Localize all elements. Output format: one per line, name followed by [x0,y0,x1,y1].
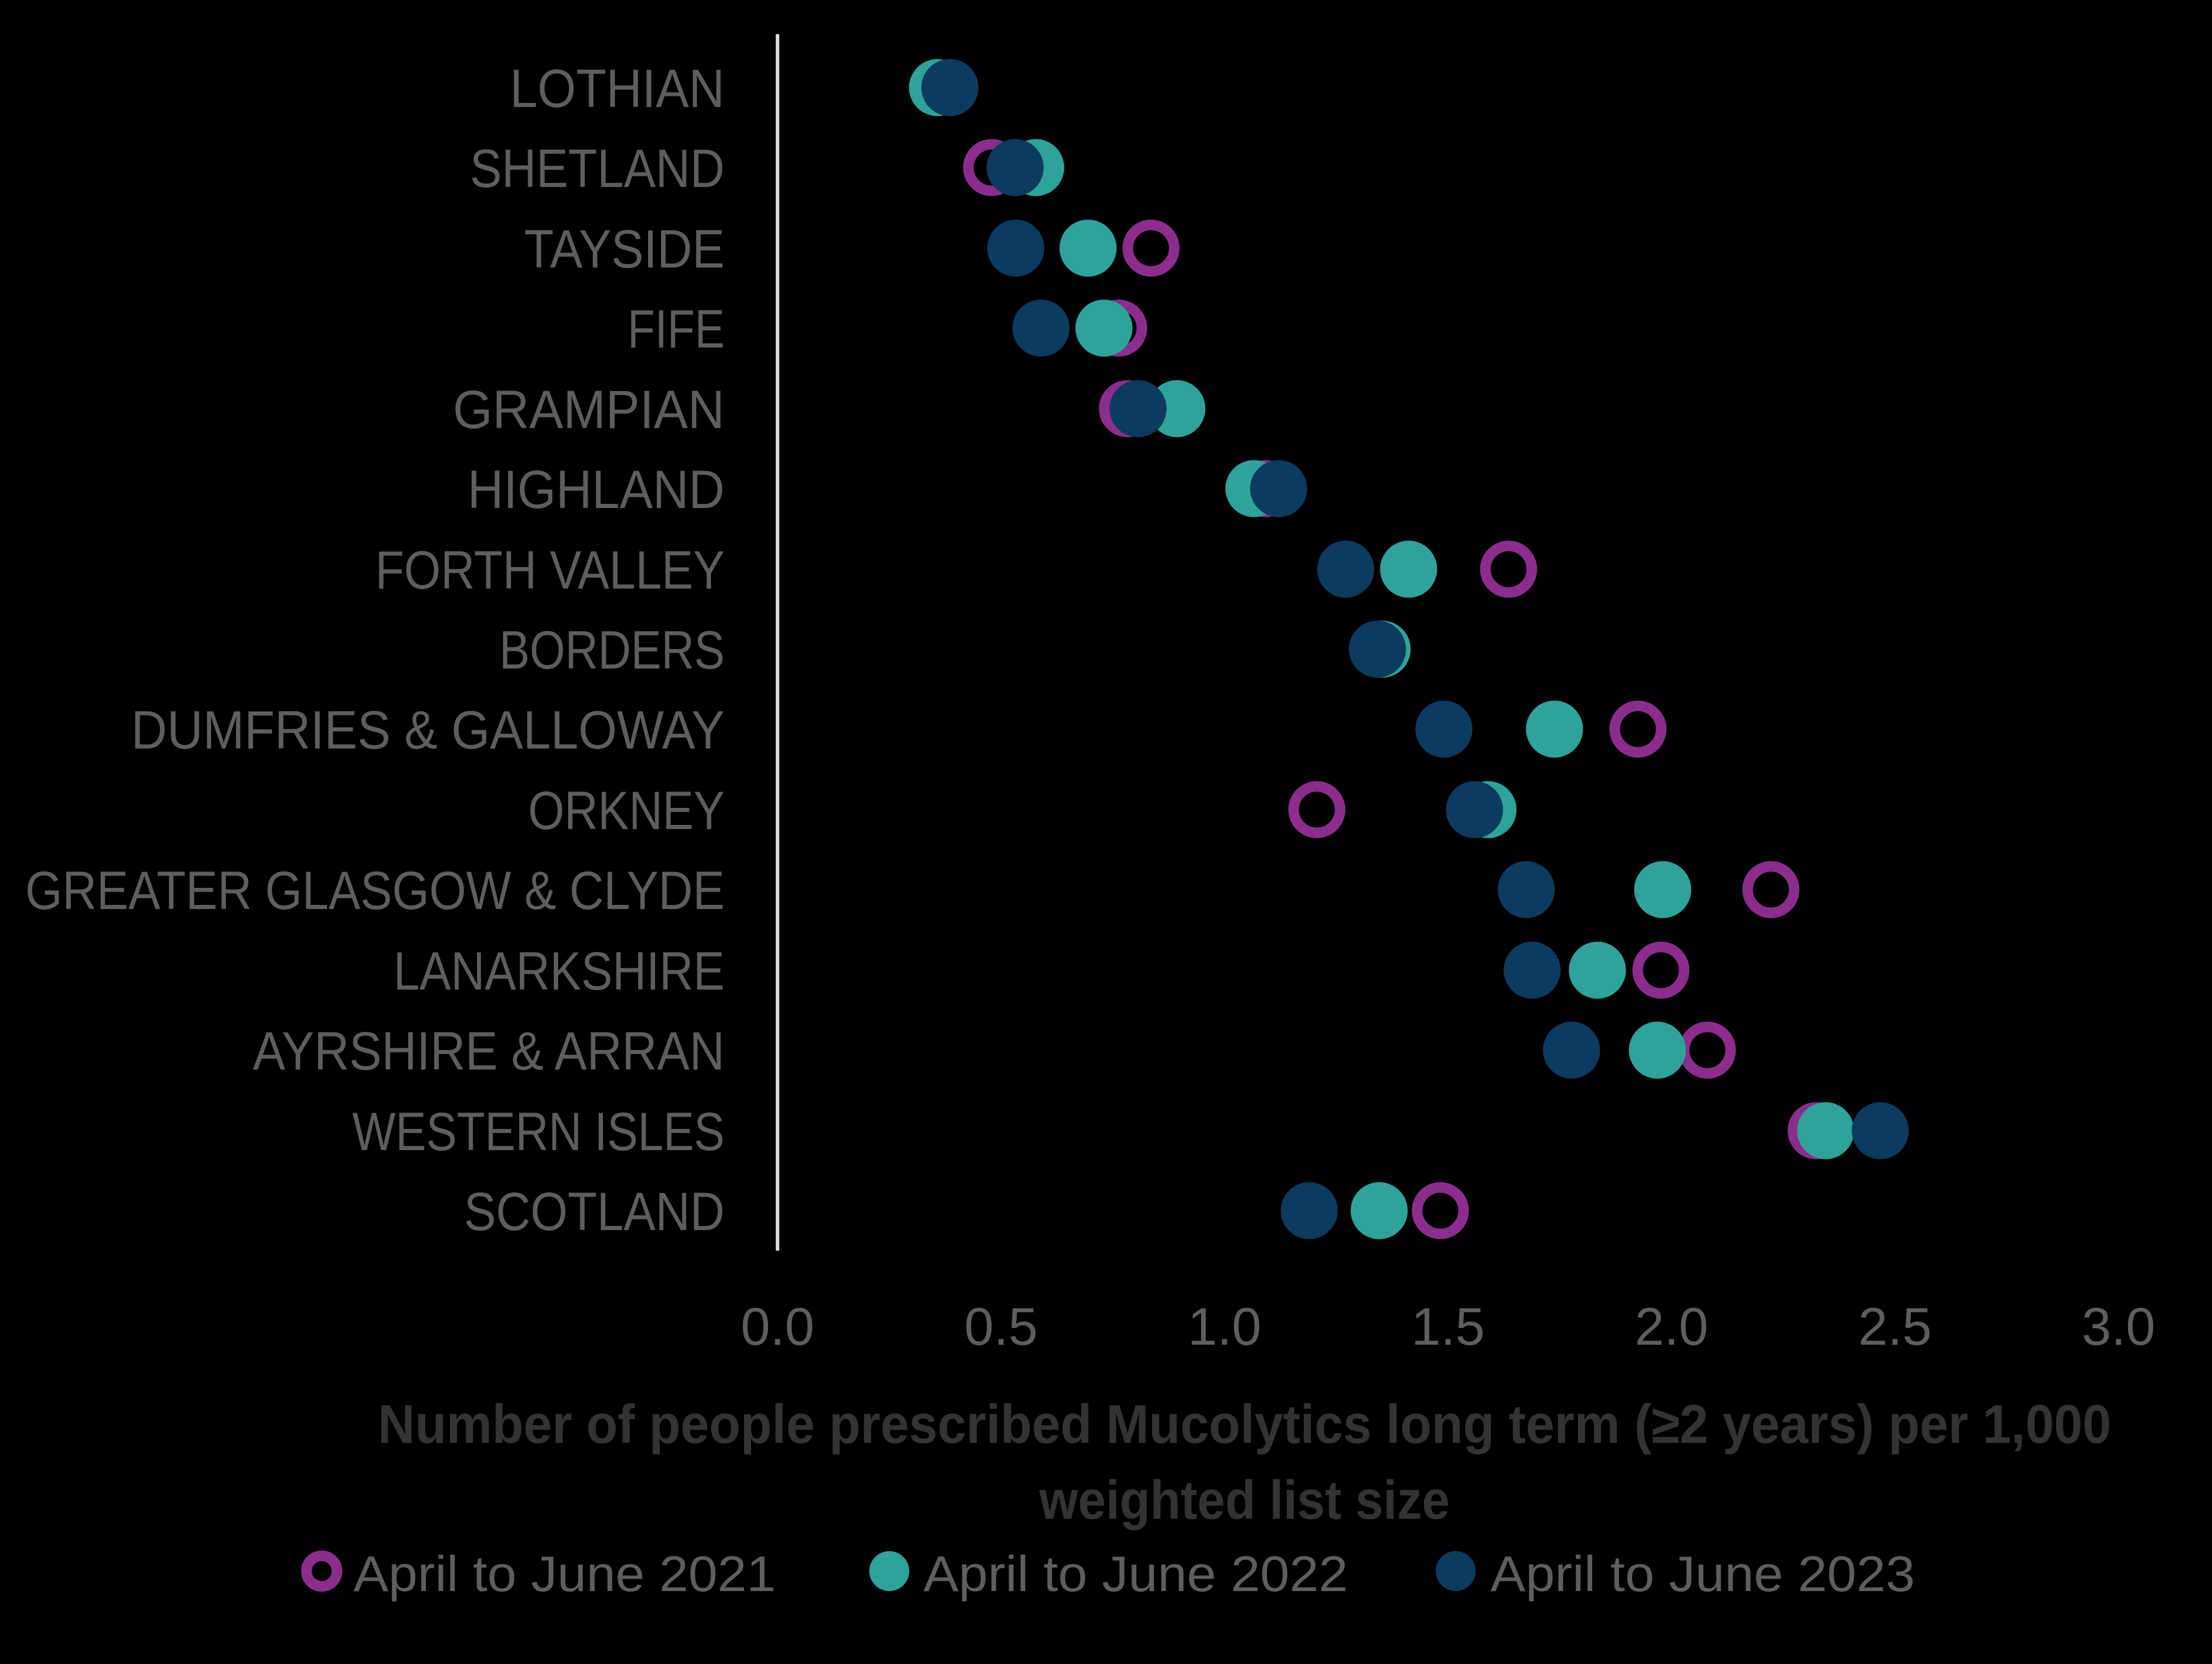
svg-text:0.0: 0.0 [740,1298,814,1356]
svg-text:0.5: 0.5 [964,1298,1037,1356]
svg-text:BORDERS: BORDERS [499,620,725,680]
svg-text:WESTERN ISLES: WESTERN ISLES [352,1102,725,1162]
svg-text:1.0: 1.0 [1187,1298,1261,1356]
svg-text:3.0: 3.0 [2081,1298,2155,1356]
svg-text:FORTH VALLEY: FORTH VALLEY [375,540,725,600]
svg-text:LANARKSHIRE: LANARKSHIRE [393,941,725,1001]
svg-text:1.5: 1.5 [1411,1298,1484,1356]
svg-text:Number of people prescribed Mu: Number of people prescribed Mucolytics l… [378,1394,2111,1455]
svg-text:ORKNEY: ORKNEY [528,781,725,841]
svg-text:weighted list size: weighted list size [1039,1469,1450,1531]
svg-text:TAYSIDE: TAYSIDE [524,219,725,279]
svg-text:GREATER GLASGOW & CLYDE: GREATER GLASGOW & CLYDE [25,861,725,921]
svg-text:April to June 2023: April to June 2023 [1490,1546,1915,1602]
svg-text:HIGHLAND: HIGHLAND [468,460,725,520]
svg-text:GRAMPIAN: GRAMPIAN [453,380,725,440]
svg-text:AYRSHIRE & ARRAN: AYRSHIRE & ARRAN [253,1021,725,1081]
svg-text:April to June 2021: April to June 2021 [353,1546,776,1602]
svg-text:2.5: 2.5 [1858,1298,1931,1356]
svg-text:SHETLAND: SHETLAND [470,139,725,199]
svg-text:FIFE: FIFE [628,299,725,359]
svg-text:April to June 2022: April to June 2022 [923,1546,1348,1602]
svg-text:SCOTLAND: SCOTLAND [464,1182,725,1242]
svg-text:DUMFRIES & GALLOWAY: DUMFRIES & GALLOWAY [131,700,725,760]
svg-text:2.0: 2.0 [1634,1298,1708,1356]
svg-text:LOTHIAN: LOTHIAN [510,59,725,119]
